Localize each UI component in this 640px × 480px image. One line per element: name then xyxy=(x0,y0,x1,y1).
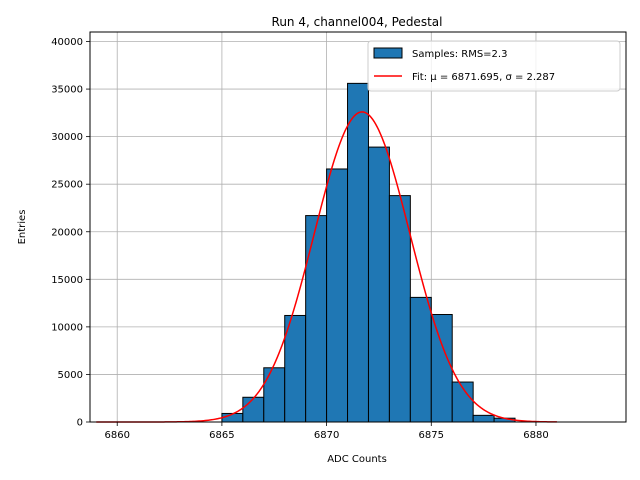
y-axis-label: Entries xyxy=(17,210,28,245)
chart-title: Run 4, channel004, Pedestal xyxy=(272,15,443,29)
histogram-bar xyxy=(409,296,432,423)
x-axis-ticks: 6860 6865 6870 6875 6880 xyxy=(104,422,549,441)
histogram-bar xyxy=(388,195,411,423)
y-tick-label: 25000 xyxy=(51,180,83,191)
x-axis-label: ADC Counts xyxy=(327,454,387,465)
histogram-bar xyxy=(472,414,495,423)
histogram-bar xyxy=(347,82,369,423)
y-tick-label: 30000 xyxy=(51,132,83,143)
histogram-bar xyxy=(284,314,307,423)
legend-histogram-swatch xyxy=(373,47,403,59)
plot-frame xyxy=(89,31,627,423)
y-tick-label: 15000 xyxy=(51,275,83,286)
y-tick-label: 10000 xyxy=(51,322,83,333)
y-tick-label: 5000 xyxy=(58,370,83,381)
histogram-bar xyxy=(263,367,286,423)
histogram-bar xyxy=(326,168,349,423)
x-tick-label: 6875 xyxy=(419,430,444,441)
legend-histogram-label: Samples: RMS=2.3 xyxy=(412,49,507,60)
y-tick-label: 40000 xyxy=(51,37,83,48)
x-tick-label: 6870 xyxy=(314,430,339,441)
x-tick-label: 6880 xyxy=(523,430,548,441)
legend: Samples: RMS=2.3 Fit: μ = 6871.695, σ = … xyxy=(367,40,621,92)
histogram-bar xyxy=(242,396,265,423)
legend-box xyxy=(367,40,621,92)
x-tick-label: 6865 xyxy=(209,430,234,441)
histogram-bars xyxy=(221,82,516,423)
histogram-bar xyxy=(367,146,390,423)
y-tick-label: 0 xyxy=(77,418,83,429)
y-axis-ticks: 0 5000 10000 15000 20000 25000 30000 35000 40000 xyxy=(51,37,90,429)
y-tick-label: 20000 xyxy=(51,227,83,238)
legend-fit-label: Fit: μ = 6871.695, σ = 2.287 xyxy=(412,72,555,83)
y-tick-label: 35000 xyxy=(51,85,83,96)
x-tick-label: 6860 xyxy=(104,430,129,441)
histogram-bar xyxy=(430,314,453,423)
histogram-bar xyxy=(305,215,328,423)
